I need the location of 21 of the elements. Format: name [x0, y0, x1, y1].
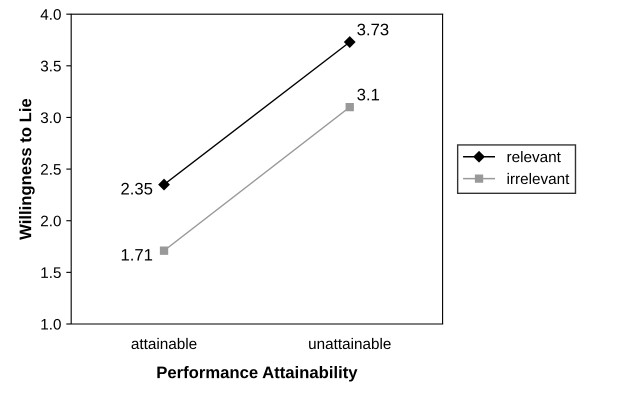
- y-tick-label: 2.0: [40, 216, 61, 226]
- point: [344, 36, 356, 48]
- data-label: 3.1: [357, 88, 380, 100]
- point: [346, 102, 354, 112]
- y-axis-title: Willingness to Lie: [19, 98, 35, 240]
- data-label: 3.73: [357, 24, 388, 36]
- point: [158, 178, 170, 190]
- legend-label: irrelevant: [508, 172, 570, 184]
- point: [160, 246, 168, 255]
- y-tick-label: 3.5: [40, 60, 61, 72]
- x-axis-title: Performance Attainability: [157, 366, 358, 382]
- y-tick-label: 2.5: [40, 164, 61, 175]
- data-label: 1.71: [122, 249, 152, 261]
- data-label: 2.35: [121, 182, 152, 195]
- x-tick-label: attainable: [132, 338, 196, 350]
- y-tick-label: 4.0: [40, 9, 61, 20]
- y-tick-label: 1.5: [41, 267, 61, 278]
- legend-label: relevant: [508, 151, 561, 162]
- y-tick-label: 3.0: [40, 112, 61, 124]
- x-tick-label: unattainable: [309, 338, 391, 350]
- y-tick-label: 1.0: [41, 318, 61, 330]
